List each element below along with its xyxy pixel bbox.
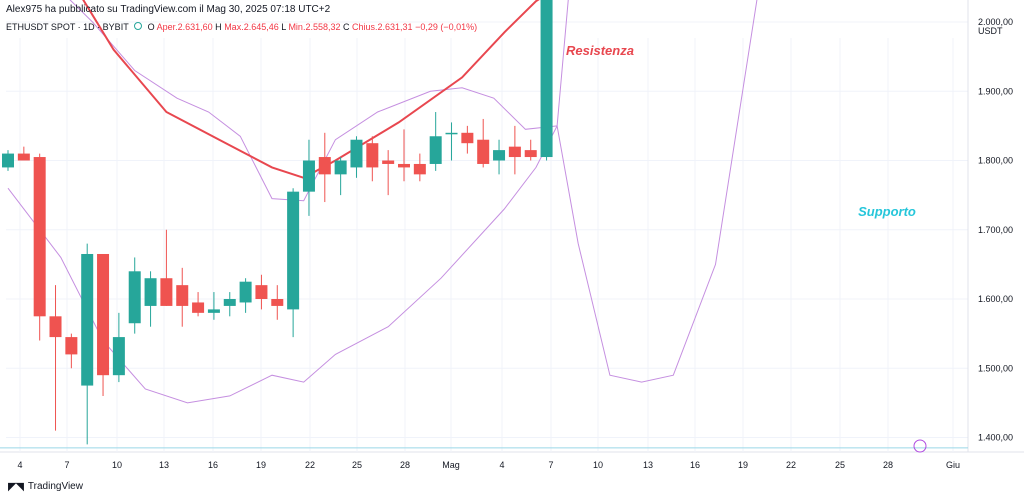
candle-body [2, 153, 14, 168]
candle-body [493, 150, 506, 161]
candle-body [160, 278, 173, 306]
bollinger-upper [69, 0, 569, 202]
candle-body [17, 153, 30, 161]
candle-body [81, 253, 94, 386]
candle-body [176, 285, 189, 306]
y-axis: 1.400,00 1.500,00 1.600,00 1.700,00 1.800,00… [978, 17, 1013, 443]
close-label: C [343, 22, 350, 32]
candle-body [33, 157, 46, 317]
candle-body [302, 160, 315, 192]
candle-body [508, 146, 521, 158]
candle-body [429, 136, 442, 164]
grid [0, 0, 1024, 453]
candle-body [287, 191, 300, 310]
tv-logo-icon: ◤◥ [8, 481, 24, 493]
x-tick-label: 19 [256, 460, 266, 470]
candle-body [192, 302, 205, 313]
open-label: O [147, 22, 155, 32]
x-tick-label: Mag [442, 460, 460, 470]
x-tick-label: 10 [112, 460, 122, 470]
bollinger-lower [7, 0, 758, 404]
x-tick-label: 28 [400, 460, 410, 470]
y-tick-label: 1.400,00 [978, 433, 1013, 443]
candle-body [207, 309, 220, 313]
y-tick-label: 1.700,00 [978, 225, 1013, 235]
candles [2, 0, 553, 445]
x-tick-label: 25 [352, 460, 362, 470]
x-tick-label: 13 [643, 460, 653, 470]
x-tick-label: 4 [499, 460, 504, 470]
x-tick-label: 16 [208, 460, 218, 470]
status-dot-icon [134, 22, 143, 30]
x-tick-label: 19 [738, 460, 748, 470]
candle-body [112, 337, 125, 376]
candle-body [445, 132, 458, 135]
low-value: Min.2.558,32 [288, 22, 341, 32]
high-value: Max.2.645,46 [224, 22, 279, 32]
x-tick-label: 4 [17, 460, 22, 470]
lightning-icon [913, 439, 927, 453]
moving-average-line [82, 0, 540, 179]
x-tick-label: 10 [593, 460, 603, 470]
candle-body [382, 160, 395, 164]
candle-body [398, 163, 410, 168]
currency-unit: USDT [978, 26, 1003, 36]
moving-average [82, 0, 540, 179]
candle-body [255, 285, 268, 299]
candle-body [271, 299, 284, 306]
candle-body [366, 143, 379, 168]
annotations: Resistenza Supporto [566, 43, 927, 453]
change-value: −0,29 (−0,01%) [415, 22, 478, 32]
close-value: Chius.2.631,31 [352, 22, 413, 32]
y-tick-label: 2.000,00 [978, 17, 1013, 27]
candle-body [128, 271, 141, 324]
candle-body [49, 316, 62, 338]
candle-body [477, 139, 490, 164]
candle-body [350, 139, 363, 168]
price-levels [0, 447, 968, 449]
publish-text: Alex975 ha pubblicato su TradingView.com… [6, 4, 331, 15]
candle-body [318, 157, 331, 175]
candle-body [223, 299, 236, 306]
symbol-legend: ETHUSDT SPOT · 1D · BYBIT O Aper.2.631,6… [6, 22, 477, 32]
x-tick-label: 22 [305, 460, 315, 470]
x-tick-label: 16 [690, 460, 700, 470]
x-tick-label: 25 [835, 460, 845, 470]
x-tick-label: 28 [883, 460, 893, 470]
symbol-name: ETHUSDT SPOT · 1D · BYBIT [6, 22, 129, 32]
candle-body [413, 163, 426, 175]
bollinger-bands [7, 0, 758, 404]
y-tick-label: 1.900,00 [978, 86, 1013, 96]
high-label: H [215, 22, 222, 32]
candle-body [144, 278, 157, 306]
x-tick-label: 22 [786, 460, 796, 470]
candle-body [97, 253, 110, 376]
x-tick-label: 13 [159, 460, 169, 470]
candle-body [461, 132, 474, 144]
y-tick-label: 1.600,00 [978, 294, 1013, 304]
brand-name: TradingView [27, 481, 83, 492]
y-tick-label: 1.800,00 [978, 156, 1013, 166]
x-tick-label: 7 [548, 460, 553, 470]
candle-body [65, 337, 78, 355]
resistance-label: Resistenza [566, 43, 634, 58]
publish-header: Alex975 ha pubblicato su TradingView.com… [6, 4, 330, 15]
x-axis: 4 7 10 13 16 19 22 25 28 Mag 4 7 10 13 16 19 22 25 28 Giu [17, 460, 960, 470]
candle-body [524, 150, 537, 158]
footer: ◤◥ TradingView [8, 480, 83, 493]
candle-body [540, 0, 553, 158]
candle-body [334, 160, 347, 175]
candle-body [239, 281, 252, 303]
x-tick-label: 7 [64, 460, 69, 470]
y-tick-label: 1.500,00 [978, 363, 1013, 373]
x-tick-label: Giu [946, 460, 960, 470]
open-value: Aper.2.631,60 [156, 22, 213, 32]
support-label: Supporto [858, 204, 916, 219]
low-label: L [281, 22, 286, 32]
